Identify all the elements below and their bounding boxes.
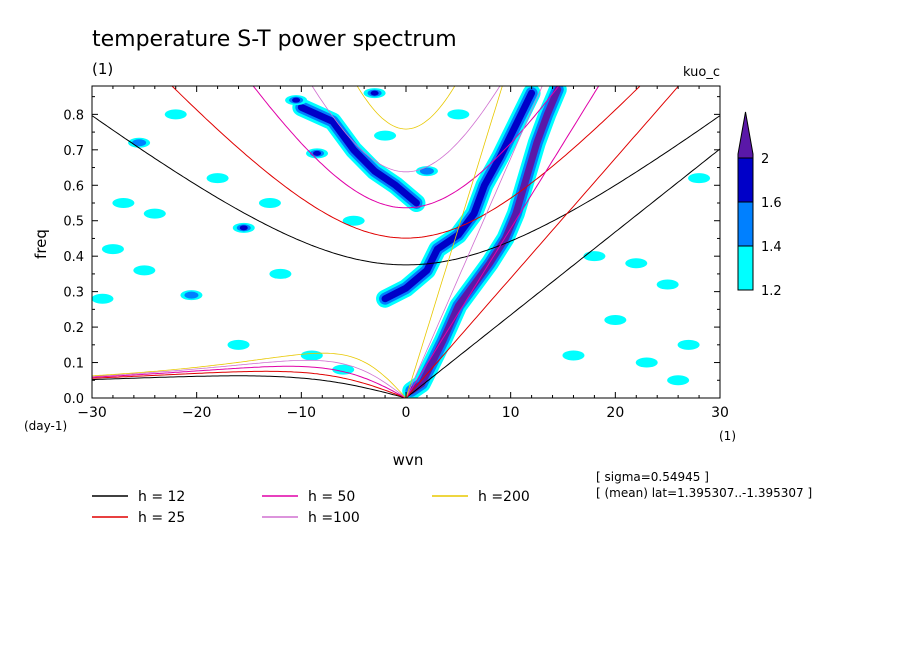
spot-halo-8 (143, 208, 166, 219)
x-tick-label-1: −20 (182, 405, 212, 421)
kelvin-curve-h50 (405, 86, 600, 398)
legend-label-1: h = 25 (138, 510, 185, 526)
y-tick-label-6: 0.6 (63, 179, 84, 194)
spot-mid-4 (132, 139, 147, 147)
y-tick-label-8: 0.8 (63, 108, 84, 123)
x-tick-label-3: 0 (402, 405, 411, 421)
spot-halo-10 (258, 198, 281, 208)
spot-core-3 (370, 90, 379, 96)
chart-subtitle: (1) (92, 60, 113, 78)
legend-label-0: h = 12 (138, 489, 185, 505)
x-tick-label-6: 30 (711, 405, 729, 421)
ig-curve-h12 (92, 115, 720, 266)
annotation-latitude: [ (mean) lat=1.395307..-1.395307 ] (596, 486, 812, 500)
ig-curve-h50 (252, 86, 560, 209)
legend-label-2: h = 50 (308, 489, 355, 505)
x-tick-label-2: −10 (287, 405, 317, 421)
x-tick-label-5: 20 (606, 405, 624, 421)
spot-halo-22 (656, 279, 679, 290)
y-axis-unit: (day-1) (24, 419, 67, 433)
spot-halo-7 (112, 198, 135, 208)
spot-core-1 (239, 225, 248, 231)
spot-halo-28 (604, 315, 627, 325)
kelvin-curve-h100 (405, 86, 543, 398)
x-tick-label-4: 10 (502, 405, 520, 421)
kelvin-curve-h200 (405, 86, 503, 398)
colorbar: 2 1.6 1.4 1.2 (737, 111, 782, 299)
spot-halo-26 (667, 375, 690, 386)
spot-halo-14 (300, 350, 323, 361)
chart-title: temperature S-T power spectrum (92, 27, 457, 52)
dataset-label: kuo_c (683, 65, 720, 80)
colorbar-label-2: 1.4 (761, 240, 782, 255)
y-tick-label-1: 0.1 (63, 357, 84, 372)
colorbar-segment-bottom (737, 245, 754, 291)
legend-label-3: h =100 (308, 510, 360, 526)
legend: h = 12 h = 25 h = 50 h =100 h =200 (92, 489, 530, 526)
spot-mid-6 (419, 167, 434, 175)
colorbar-label-0: 2 (761, 152, 769, 167)
spot-halo-19 (447, 109, 470, 120)
spot-halo-21 (625, 258, 648, 269)
ig-curve-h200 (356, 86, 456, 130)
rossby-curve-h200 (92, 352, 407, 398)
rossby-curve-h100 (92, 359, 407, 398)
colorbar-arrow (737, 111, 754, 159)
x-axis-label: wvn (393, 451, 424, 469)
spot-halo-15 (332, 364, 355, 375)
spot-halo-20 (583, 251, 606, 262)
y-tick-label-0: 0.0 (63, 392, 84, 407)
ridge-core-2 (297, 103, 420, 207)
spot-halo-17 (164, 109, 187, 120)
spot-halo-29 (227, 339, 250, 350)
spot-halo-13 (269, 268, 292, 279)
rossby-curve-h25 (92, 370, 407, 398)
kelvin-curve-h25 (405, 86, 680, 398)
legend-label-4: h =200 (478, 489, 530, 505)
spot-mid-5 (184, 291, 199, 299)
annotation-sigma: [ sigma=0.54945 ] (596, 470, 709, 484)
spot-halo-16 (92, 293, 114, 304)
colorbar-segment-1 (737, 157, 754, 203)
ig-curve-h25 (171, 86, 641, 239)
rossby-curve-h50 (92, 365, 407, 398)
x-axis-unit: (1) (719, 429, 736, 443)
dispersion-curve-layer (92, 86, 720, 398)
x-tick-label-0: −30 (77, 405, 107, 421)
spot-halo-9 (206, 173, 229, 184)
plot-frame (91, 85, 721, 399)
colorbar-label-1: 1.6 (761, 196, 782, 211)
spot-halo-25 (635, 357, 658, 368)
spot-halo-11 (101, 244, 124, 255)
ig-curve-h100 (311, 86, 501, 173)
spot-halo-23 (688, 173, 711, 184)
y-axis-label: freq (32, 229, 50, 259)
y-tick-label-2: 0.2 (63, 321, 84, 336)
kelvin-curve-h12 (405, 148, 720, 398)
y-tick-label-5: 0.5 (63, 215, 84, 230)
spot-halo-24 (677, 339, 700, 350)
rossby-curve-h12 (92, 375, 407, 398)
spot-core-2 (313, 150, 322, 156)
spot-halo-12 (133, 265, 156, 276)
y-tick-label-3: 0.3 (63, 286, 84, 301)
colorbar-segment-2 (737, 201, 754, 247)
spot-halo-27 (562, 350, 585, 361)
colorbar-label-3: 1.2 (761, 284, 782, 299)
y-tick-label-7: 0.7 (63, 144, 84, 159)
ridge-core-1 (381, 89, 536, 303)
y-tick-label-4: 0.4 (63, 250, 84, 265)
spot-core-0 (292, 97, 301, 103)
contour-fill-layer (92, 86, 711, 398)
spot-halo-30 (374, 130, 397, 141)
spot-halo-18 (342, 215, 365, 226)
